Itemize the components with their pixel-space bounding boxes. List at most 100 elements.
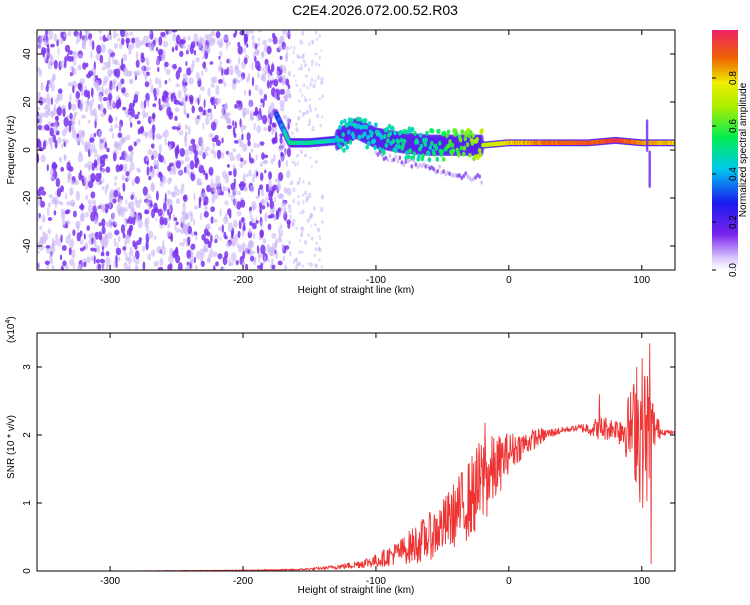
noise-blob: [176, 188, 180, 196]
noise-blob: [170, 94, 174, 103]
noise-blob: [179, 50, 184, 58]
noise-blob: [302, 180, 305, 184]
noise-blob: [228, 65, 234, 76]
noise-blob: [207, 87, 211, 97]
streak-mark: [452, 173, 456, 178]
noise-blob: [89, 232, 96, 237]
noise-blob: [254, 106, 259, 116]
snr-marks: [37, 343, 675, 571]
noise-blob: [255, 49, 260, 56]
carrier-mark: [386, 138, 390, 144]
noise-blob: [221, 137, 224, 144]
noise-blob: [125, 198, 128, 205]
noise-blob: [184, 267, 189, 270]
noise-blob: [132, 216, 136, 226]
noise-blob: [91, 142, 96, 153]
noise-blob: [307, 233, 311, 237]
noise-blob: [302, 200, 305, 205]
noise-blob: [142, 109, 146, 119]
noise-blob: [87, 180, 94, 189]
noise-blob: [39, 36, 43, 45]
streak-mark: [422, 162, 426, 167]
noise-blob: [266, 244, 271, 253]
noise-blob: [182, 97, 186, 108]
noise-blob: [209, 61, 214, 65]
noise-blob: [232, 219, 238, 228]
noise-blob: [145, 240, 149, 251]
noise-blob: [44, 260, 51, 266]
noise-blob: [184, 124, 188, 130]
noise-blob: [234, 30, 238, 36]
noise-blob: [50, 243, 54, 253]
noise-blob: [47, 202, 51, 208]
noise-blob: [190, 173, 196, 182]
noise-blob: [310, 224, 313, 227]
noise-blob: [293, 45, 296, 51]
noise-blob: [214, 234, 220, 241]
noise-blob: [97, 153, 100, 164]
noise-blob: [153, 159, 159, 168]
noise-blob: [102, 34, 106, 43]
carrier-mark: [341, 132, 346, 138]
noise-blob: [171, 46, 175, 53]
noise-blob: [135, 36, 140, 41]
streak-mark: [412, 158, 416, 163]
noise-blob: [158, 98, 161, 107]
noise-blob: [152, 130, 155, 141]
noise-blob: [79, 30, 83, 39]
noise-blob: [267, 110, 271, 115]
noise-blob: [68, 124, 72, 133]
noise-blob: [228, 188, 230, 194]
noise-blob: [54, 103, 57, 111]
noise-blob: [128, 250, 134, 257]
carrier-mark: [366, 134, 370, 140]
noise-blob: [301, 209, 305, 215]
noise-blob: [88, 148, 91, 158]
noise-blob: [230, 241, 237, 247]
noise-blob: [84, 176, 87, 187]
noise-blob: [284, 149, 287, 156]
noise-blob: [134, 114, 139, 120]
noise-blob: [292, 60, 294, 64]
carrier-mark: [450, 142, 455, 148]
noise-blob: [49, 54, 54, 61]
noise-blob: [156, 46, 158, 52]
noise-blob: [117, 197, 123, 205]
noise-blob: [185, 224, 189, 232]
noise-blob: [272, 184, 278, 191]
noise-blob: [80, 239, 84, 245]
noise-blob: [193, 218, 195, 226]
streak-mark: [396, 158, 400, 164]
noise-blob: [290, 45, 292, 50]
noise-blob: [257, 30, 263, 33]
noise-blob: [115, 247, 122, 256]
noise-blob: [248, 169, 252, 177]
noise-blob: [243, 47, 246, 55]
noise-blob: [79, 78, 86, 85]
noise-blob: [69, 93, 72, 103]
noise-blob: [146, 200, 150, 207]
noise-blob: [197, 181, 203, 186]
noise-blob: [292, 198, 295, 204]
noise-blob: [297, 194, 300, 199]
noise-blob: [133, 141, 137, 147]
noise-blob: [186, 113, 190, 119]
noise-blob: [257, 37, 260, 42]
noise-blob: [118, 209, 123, 215]
noise-blob: [61, 129, 67, 137]
noise-blob: [260, 74, 264, 81]
noise-blobs: [37, 30, 324, 270]
noise-blob: [212, 251, 218, 258]
noise-blob: [156, 56, 159, 67]
carrier-mark: [364, 124, 369, 130]
noise-blob: [221, 224, 224, 234]
noise-blob: [57, 137, 62, 144]
noise-blob: [43, 97, 47, 104]
noise-blob: [101, 204, 106, 211]
noise-blob: [45, 30, 48, 38]
noise-blob: [219, 208, 222, 217]
noise-blob: [241, 133, 244, 141]
noise-blob: [277, 39, 282, 45]
noise-blob: [164, 80, 168, 85]
noise-blob: [247, 140, 251, 147]
